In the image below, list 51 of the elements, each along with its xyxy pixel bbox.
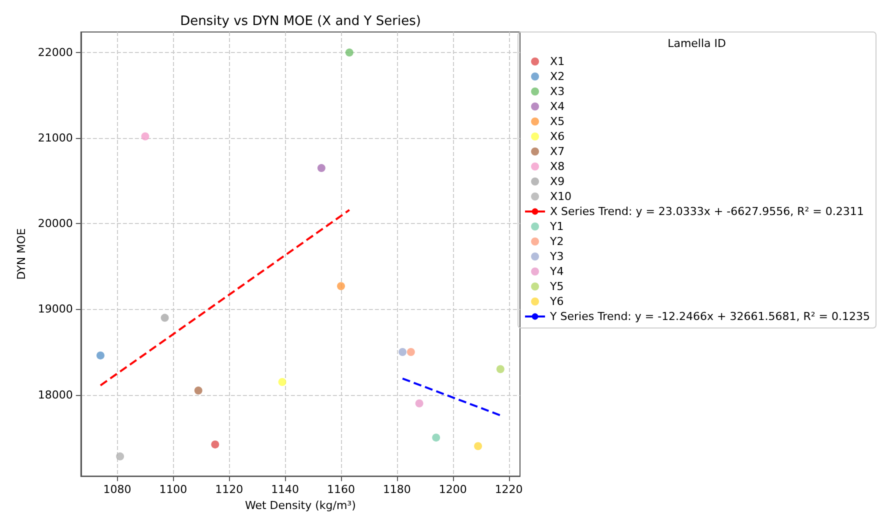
x-tick-label: 1120 — [215, 483, 244, 496]
x-tick-label: 1180 — [382, 483, 411, 496]
legend-label: Y2 — [549, 235, 564, 248]
point — [96, 351, 104, 360]
point — [317, 164, 326, 172]
legend-label: X7 — [550, 145, 565, 158]
x-tick-label: 1160 — [327, 483, 355, 496]
point — [160, 314, 169, 322]
chart-title: Density vs DYN MOE (X and Y Series) — [180, 14, 421, 29]
legend-label: X6 — [550, 130, 565, 143]
x-tick-label: 1100 — [159, 483, 188, 496]
legend-label: X2 — [550, 70, 565, 83]
point — [141, 132, 150, 140]
x-tick-label: 1220 — [494, 483, 523, 496]
legend-label: Y1 — [549, 220, 564, 233]
legend-label: X1 — [550, 55, 565, 68]
y-tick-label: 22000 — [38, 46, 73, 60]
point — [432, 434, 440, 442]
point — [415, 399, 424, 408]
point — [116, 452, 124, 460]
point — [398, 348, 407, 356]
legend-label: Y Series Trend: y = -12.2466x + 32661.5681, R² = 0.1235 — [549, 310, 870, 323]
legend-label: Y6 — [549, 295, 564, 308]
legend-title: Lamella ID — [668, 37, 726, 50]
point — [211, 440, 220, 448]
point — [337, 282, 345, 290]
point — [496, 365, 504, 374]
legend-label: X5 — [550, 115, 565, 128]
y-tick-label: 18000 — [38, 388, 73, 402]
legend-label: X4 — [550, 100, 565, 113]
legend-label: X10 — [550, 190, 572, 203]
y-tick-label: 19000 — [38, 302, 73, 316]
y-axis-title: DYN MOE — [15, 228, 28, 280]
point — [406, 348, 415, 356]
y-tick-label: 20000 — [38, 217, 73, 230]
x-tick-label: 1080 — [103, 483, 132, 496]
point — [345, 48, 354, 57]
point — [278, 378, 286, 386]
x-tick-label: 1140 — [271, 483, 300, 496]
legend-label: X9 — [550, 175, 565, 188]
legend-label: Y4 — [549, 265, 564, 278]
point — [194, 386, 202, 395]
legend-label: X8 — [550, 160, 565, 173]
x-axis-title: Wet Density (kg/m³) — [244, 499, 356, 512]
legend-label: Y5 — [549, 280, 564, 293]
x-tick-label: 1200 — [438, 483, 467, 496]
legend-label: X Series Trend: y = 23.0333x + -6627.9556, R² = 0.2311 — [550, 205, 864, 218]
point — [474, 442, 482, 450]
y-tick-label: 21000 — [38, 132, 73, 145]
legend-label: Y3 — [549, 250, 564, 263]
legend-label: X3 — [550, 85, 565, 98]
